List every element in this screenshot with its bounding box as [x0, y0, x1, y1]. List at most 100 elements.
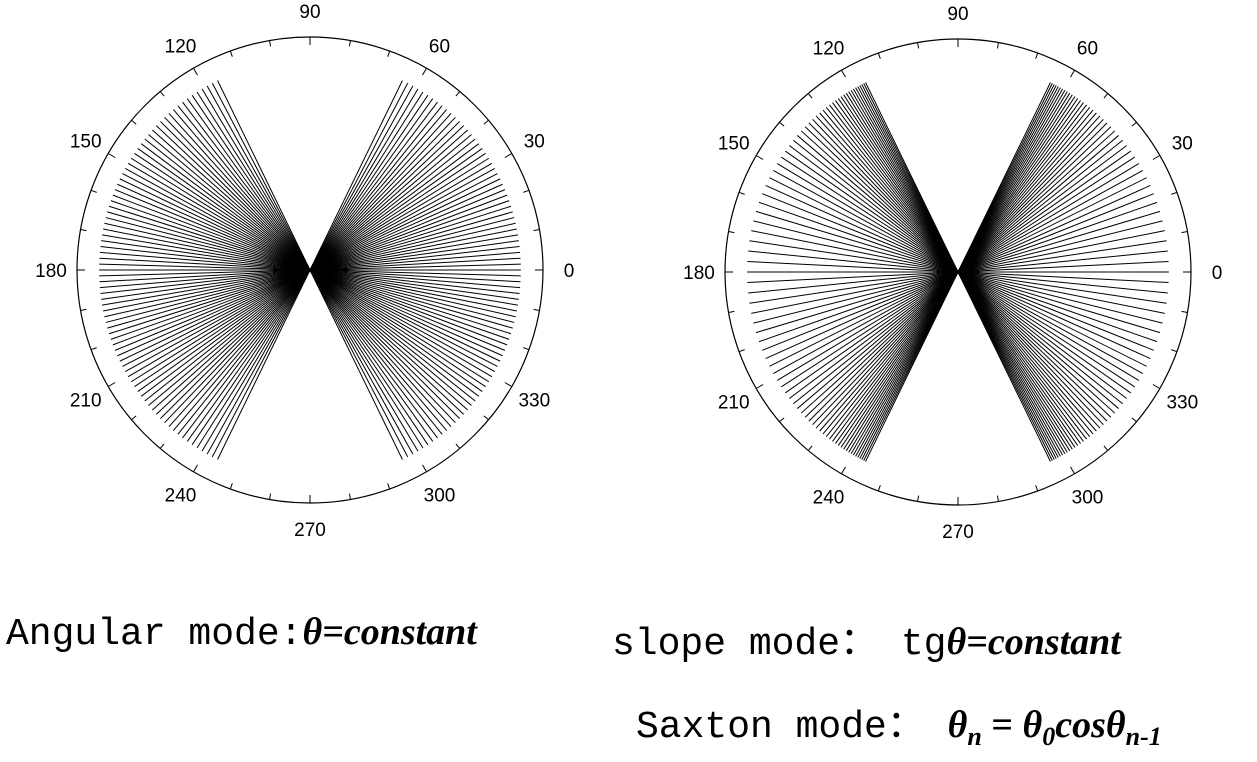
polar-tick	[807, 93, 813, 99]
mode-ray	[957, 260, 1169, 273]
mode-ray	[957, 109, 1094, 273]
mode-ray	[789, 271, 959, 399]
mode-ray	[832, 271, 959, 442]
mode-ray	[957, 139, 1123, 273]
mode-ray	[957, 271, 1073, 450]
mode-ray	[196, 269, 311, 449]
angle-tick-label: 240	[813, 487, 845, 508]
mode-ray	[837, 271, 959, 446]
mode-ray	[144, 138, 311, 271]
saxton-theta: θ	[947, 704, 968, 746]
mode-ray	[957, 177, 1147, 273]
mode-ray	[191, 94, 311, 271]
mode-ray	[784, 150, 959, 273]
mode-ray	[819, 112, 959, 273]
mode-ray	[957, 250, 1168, 273]
mode-ray	[309, 269, 429, 446]
mode-ray	[769, 271, 959, 367]
mode-ray	[957, 240, 1167, 273]
polar-tick	[455, 443, 461, 449]
mode-ray	[127, 162, 311, 271]
mode-ray	[780, 271, 959, 388]
polar-tick	[996, 42, 999, 49]
mode-ray	[160, 121, 311, 271]
polar-tick	[877, 485, 881, 492]
mode-ray	[99, 263, 311, 271]
caption-slope-text: slope mode： tg	[612, 623, 947, 666]
mode-ray	[103, 228, 311, 271]
mode-ray	[309, 167, 496, 271]
mode-ray	[309, 138, 476, 271]
angle-tick-label: 300	[1072, 487, 1104, 508]
angle-tick-label: 210	[718, 393, 750, 414]
mode-ray	[201, 269, 311, 452]
mode-ray	[765, 185, 959, 273]
mode-ray	[309, 121, 460, 271]
mode-ray	[309, 269, 424, 449]
angle-tick-label: 0	[1212, 263, 1223, 284]
saxton-sub-n: n	[967, 722, 982, 751]
mode-ray	[309, 269, 516, 318]
mode-ray	[748, 271, 959, 294]
mode-ray	[762, 271, 959, 351]
mode-ray	[309, 222, 516, 271]
mode-ray	[957, 163, 1140, 273]
polar-tick	[841, 466, 846, 475]
mode-ray	[309, 109, 448, 271]
mode-ray	[309, 269, 469, 411]
mode-ray	[119, 269, 311, 362]
mode-ray	[309, 269, 512, 335]
mode-ray	[114, 269, 311, 351]
mode-ray	[815, 271, 959, 429]
mode-ray	[957, 271, 1168, 294]
mode-ray	[117, 269, 311, 357]
mode-ray	[843, 271, 959, 450]
mode-ray	[822, 109, 959, 273]
polar-tick	[917, 42, 920, 49]
mode-ray	[957, 107, 1091, 273]
mode-ray	[103, 269, 311, 312]
mode-ray	[309, 240, 519, 271]
mode-ray	[309, 112, 452, 271]
polar-tick	[229, 483, 233, 490]
mode-ray	[765, 271, 959, 359]
polar-tick	[90, 347, 97, 351]
mode-ray	[309, 269, 409, 458]
mode-ray	[100, 245, 311, 271]
mode-ray	[957, 271, 1101, 429]
polar-plot-slope: 0 30 60 90 120 150 180 210 240 270 300 330	[683, 4, 1222, 543]
polar-tick	[523, 347, 530, 351]
saxton-theta-n: θn	[947, 704, 982, 750]
mode-ray	[309, 269, 476, 402]
mode-ray	[957, 271, 1112, 418]
mode-ray	[957, 271, 1076, 448]
mode-ray	[196, 91, 311, 271]
mode-ray	[309, 269, 510, 340]
polar-tick	[483, 119, 489, 125]
polar-tick	[1152, 384, 1161, 389]
mode-ray	[957, 271, 1161, 334]
mode-ray	[755, 271, 959, 334]
polar-tick	[1171, 349, 1178, 353]
mode-ray	[140, 269, 311, 397]
angle-tick-label: 90	[299, 2, 320, 23]
mode-ray	[309, 85, 414, 271]
mode-ray	[172, 269, 311, 431]
polar-tick	[1035, 485, 1039, 492]
mode-ray	[191, 269, 311, 446]
mode-ray	[155, 125, 311, 271]
polar-tick	[131, 119, 137, 125]
mode-ray	[815, 115, 959, 273]
mode-ray	[749, 271, 959, 304]
mode-ray	[99, 269, 311, 283]
mode-ray	[309, 178, 501, 271]
polar-tick	[483, 415, 489, 421]
mode-ray	[845, 92, 959, 273]
mode-ray	[110, 269, 311, 340]
polar-tick	[455, 91, 461, 97]
mode-ray	[957, 271, 1087, 440]
polar-tick	[728, 231, 735, 234]
mode-ray	[309, 98, 434, 271]
mode-ray	[957, 150, 1132, 273]
mode-ray	[829, 271, 959, 440]
